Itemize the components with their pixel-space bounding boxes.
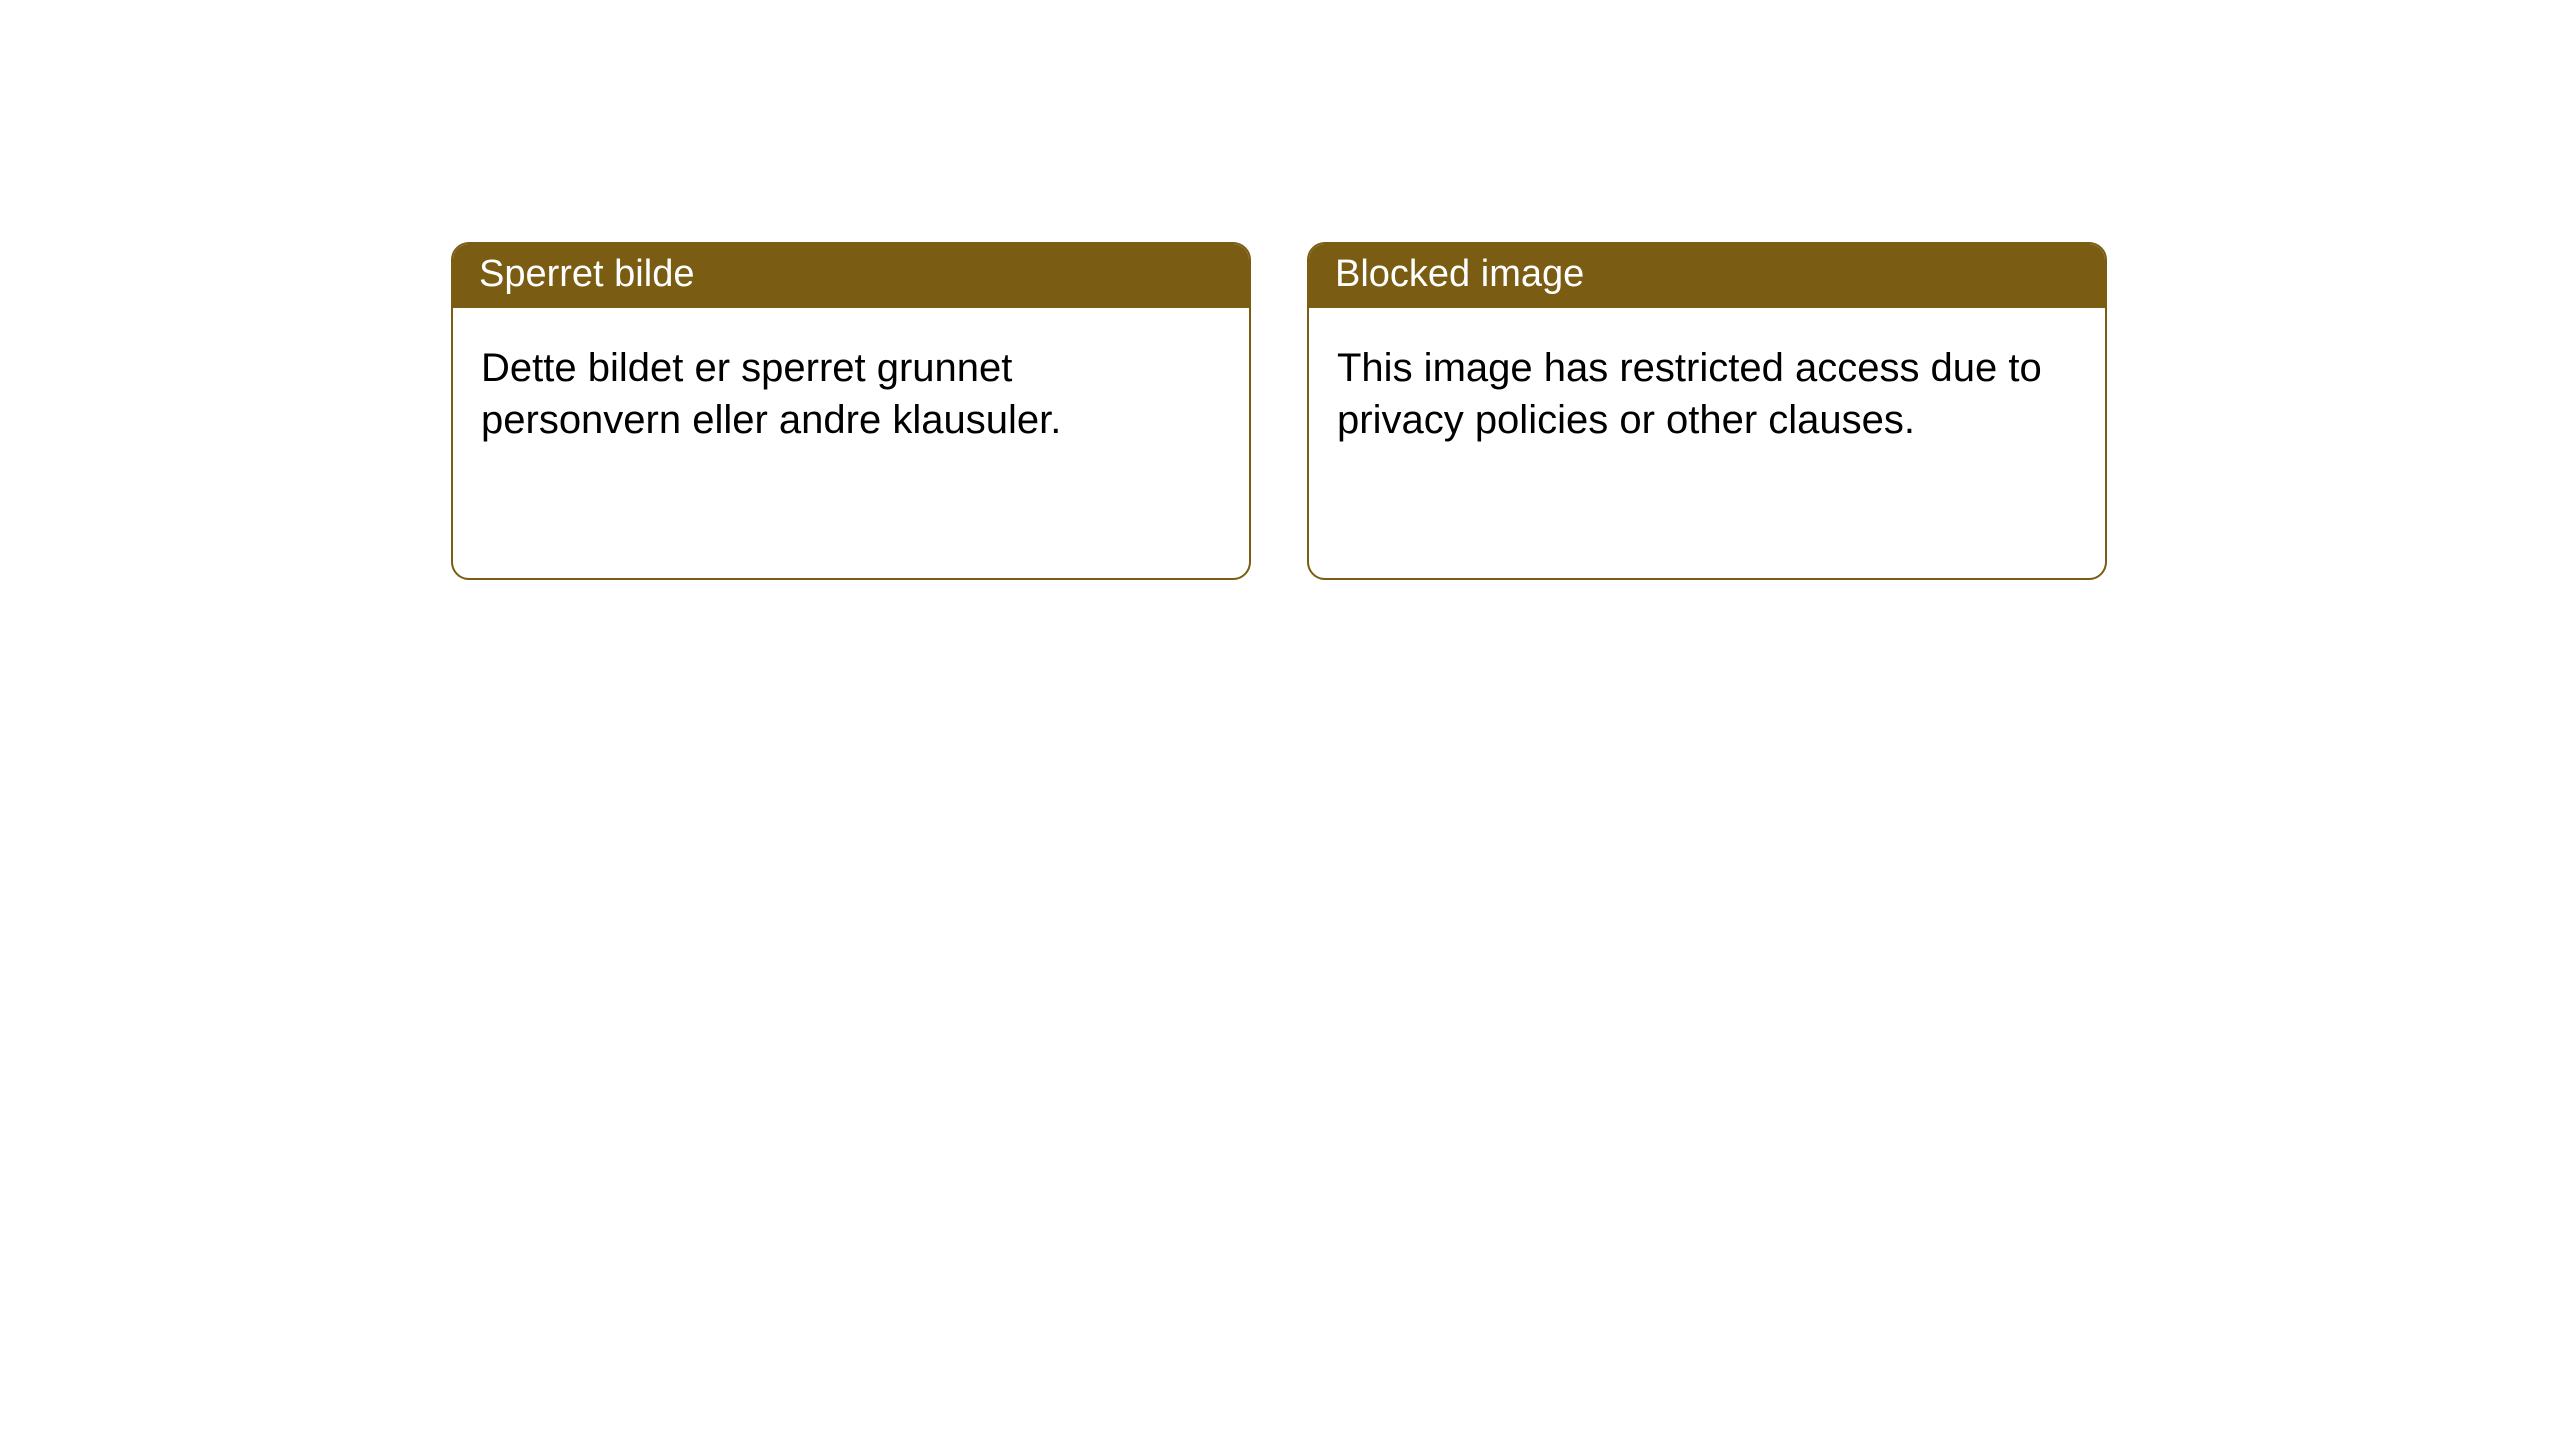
- notice-card-norwegian: Sperret bilde Dette bildet er sperret gr…: [451, 242, 1251, 580]
- notice-body: Dette bildet er sperret grunnet personve…: [453, 308, 1249, 578]
- notices-container: Sperret bilde Dette bildet er sperret gr…: [451, 242, 2107, 580]
- notice-body: This image has restricted access due to …: [1309, 308, 2105, 578]
- notice-card-english: Blocked image This image has restricted …: [1307, 242, 2107, 580]
- notice-header: Blocked image: [1309, 244, 2105, 308]
- notice-header: Sperret bilde: [453, 244, 1249, 308]
